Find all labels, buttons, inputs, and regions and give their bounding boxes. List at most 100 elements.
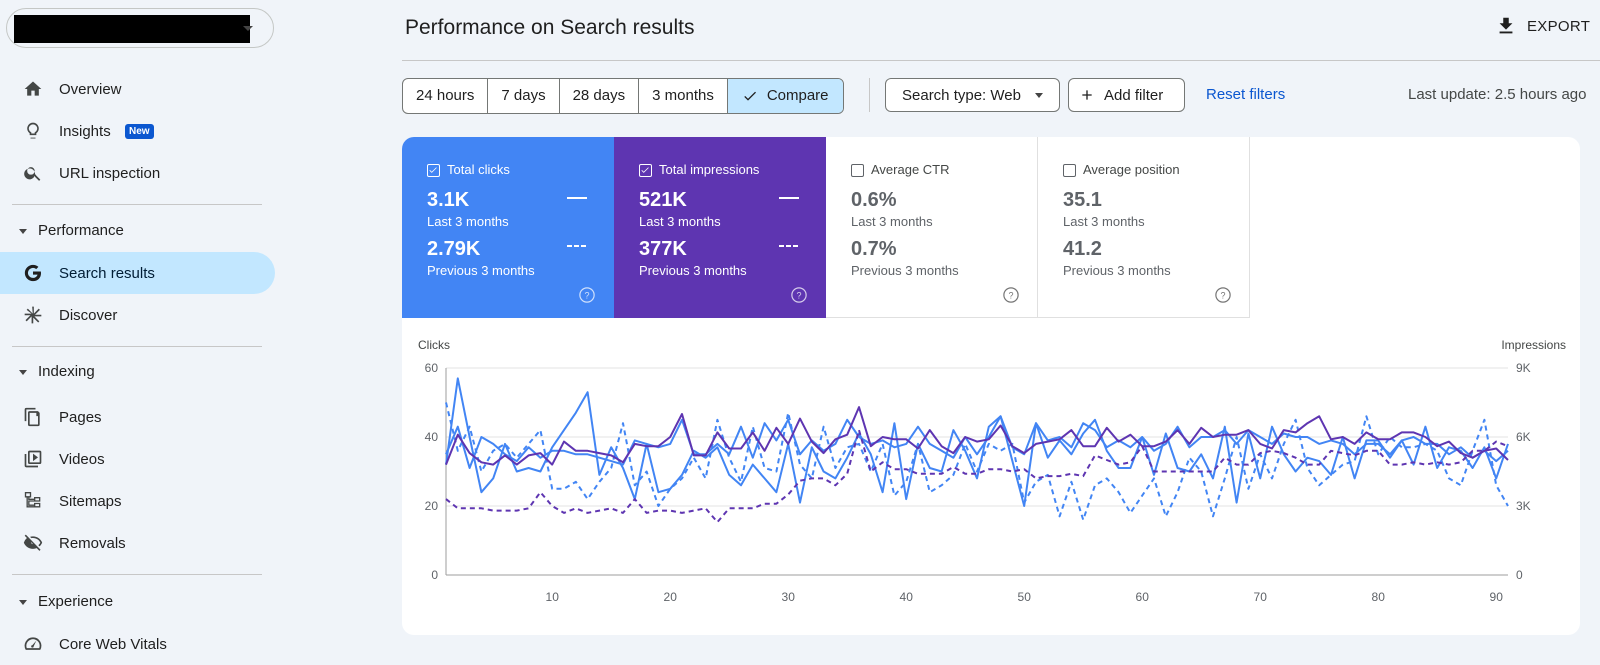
checkbox-unchecked-icon[interactable] (1063, 164, 1076, 177)
svg-text:?: ? (1220, 290, 1225, 300)
collapse-triangle-icon (19, 600, 27, 605)
new-badge: New (125, 124, 154, 139)
y-tick-label-left: 40 (425, 430, 439, 444)
metric-name: Average position (1083, 162, 1180, 177)
series-line-3 (445, 406, 1509, 466)
nav-discover[interactable]: Discover (0, 294, 275, 336)
metric-total-impressions[interactable]: Total impressions 521K Last 3 months 377… (614, 137, 826, 318)
y-axis-label-left: Clicks (418, 338, 450, 352)
range-3-months[interactable]: 3 months (639, 79, 728, 113)
add-filter-button[interactable]: Add filter (1068, 78, 1185, 112)
nav-search-results[interactable]: Search results (0, 252, 275, 294)
sidebar: Overview Insights New URL inspection Per… (0, 0, 285, 663)
nav-insights[interactable]: Insights New (0, 110, 275, 152)
series-line-1 (445, 415, 1509, 469)
metric-total-clicks[interactable]: Total clicks 3.1K Last 3 months 2.79K Pr… (402, 137, 614, 318)
y-tick-label-left: 0 (431, 568, 438, 582)
metric-previous-value: 41.2 (1063, 238, 1102, 260)
download-icon (1499, 17, 1513, 34)
metric-average-position[interactable]: Average position 35.1 Last 3 months 41.2… (1038, 137, 1250, 318)
section-performance[interactable]: Performance (0, 211, 262, 251)
collapse-triangle-icon (19, 229, 27, 234)
sidebar-divider (12, 204, 262, 205)
home-icon (24, 81, 42, 96)
nav-url-inspection[interactable]: URL inspection (0, 152, 275, 194)
reset-filters-link[interactable]: Reset filters (1206, 86, 1286, 103)
help-icon[interactable]: ? (790, 286, 808, 304)
y-tick-label-left: 60 (425, 361, 439, 375)
metric-current-value: 3.1K (427, 189, 470, 211)
lightbulb-icon (27, 122, 39, 139)
nav-removals[interactable]: Removals (0, 522, 275, 564)
x-tick-label: 60 (1136, 590, 1150, 604)
gauge-icon (24, 637, 42, 650)
x-tick-label: 90 (1490, 590, 1504, 604)
x-tick-label: 40 (900, 590, 914, 604)
range-7-days[interactable]: 7 days (488, 79, 560, 113)
search-type-dropdown[interactable]: Search type: Web (885, 78, 1060, 112)
performance-card: Total clicks 3.1K Last 3 months 2.79K Pr… (402, 137, 1580, 635)
nav-label: Overview (59, 80, 122, 98)
metric-name: Average CTR (871, 162, 950, 177)
nav-label: URL inspection (59, 164, 161, 182)
metric-average-ctr[interactable]: Average CTR 0.6% Last 3 months 0.7% Prev… (826, 137, 1038, 318)
add-filter-label: Add filter (1104, 86, 1164, 104)
metric-previous-value: 377K (639, 238, 687, 260)
nav-label: Search results (59, 264, 155, 282)
solid-line-legend-icon (567, 197, 587, 199)
nav-label: Insights (59, 122, 111, 140)
section-experience[interactable]: Experience (0, 582, 262, 622)
y-tick-label-right: 3K (1516, 499, 1531, 513)
y-axis-label-right: Impressions (1501, 338, 1566, 352)
help-icon[interactable]: ? (1002, 286, 1020, 304)
x-tick-label: 80 (1372, 590, 1386, 604)
metric-current-period: Last 3 months (851, 214, 933, 229)
sidebar-divider (12, 346, 262, 347)
help-icon[interactable]: ? (1214, 286, 1232, 304)
pages-icon (24, 407, 40, 427)
export-label: EXPORT (1527, 17, 1591, 35)
section-indexing[interactable]: Indexing (0, 352, 262, 392)
help-icon[interactable]: ? (578, 286, 596, 304)
export-button[interactable]: EXPORT (1495, 15, 1590, 37)
range-24-hours[interactable]: 24 hours (403, 79, 489, 113)
metric-current-period: Last 3 months (427, 214, 509, 229)
nav-sitemaps[interactable]: Sitemaps (0, 480, 275, 522)
compare-label: Compare (766, 87, 829, 104)
nav-label: Removals (59, 534, 126, 552)
metric-previous-value: 0.7% (851, 238, 897, 260)
asterisk-icon (24, 306, 42, 324)
plus-icon (1082, 90, 1092, 100)
caret-down-icon (243, 26, 253, 31)
dashed-line-legend-icon (567, 245, 587, 247)
x-tick-label: 20 (664, 590, 678, 604)
checkbox-checked-icon[interactable] (639, 164, 652, 177)
section-label: Experience (38, 593, 114, 610)
x-tick-label: 30 (782, 590, 796, 604)
solid-line-legend-icon (779, 197, 799, 199)
range-28-days[interactable]: 28 days (560, 79, 640, 113)
nav-videos[interactable]: Videos (0, 438, 275, 480)
metric-current-value: 521K (639, 189, 687, 211)
x-tick-label: 50 (1018, 590, 1032, 604)
compare-toggle[interactable]: Compare (727, 79, 843, 113)
series-line-4 (445, 429, 1509, 524)
nav-pages[interactable]: Pages (0, 396, 275, 438)
property-selector[interactable] (6, 8, 274, 48)
nav-overview[interactable]: Overview (0, 68, 275, 110)
sitemap-icon (24, 492, 41, 508)
y-tick-label-right: 9K (1516, 361, 1531, 375)
nav-label: Videos (59, 450, 105, 468)
nav-label: Core Web Vitals (59, 635, 167, 653)
sidebar-divider (12, 574, 262, 575)
metric-name: Total clicks (447, 162, 510, 177)
checkbox-unchecked-icon[interactable] (851, 164, 864, 177)
eye-off-icon (23, 534, 43, 551)
metric-current-value: 0.6% (851, 189, 897, 211)
checkbox-checked-icon[interactable] (427, 164, 440, 177)
date-range-segmented: 24 hours 7 days 28 days 3 months Compare (402, 78, 844, 114)
y-tick-label-right: 0 (1516, 568, 1523, 582)
nav-core-web-vitals[interactable]: Core Web Vitals (0, 623, 275, 665)
check-icon (744, 91, 756, 101)
section-label: Performance (38, 222, 124, 239)
